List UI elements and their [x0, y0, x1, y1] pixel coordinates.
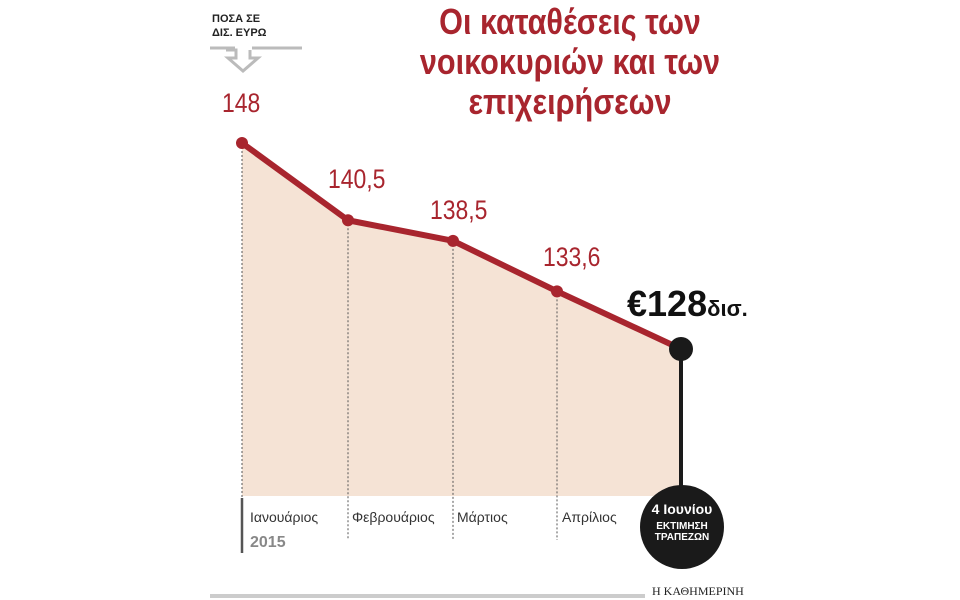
- currency: €: [627, 283, 648, 324]
- final-value: 128: [647, 283, 708, 324]
- data-point-3: [551, 285, 563, 298]
- x-tick-0: Ιανουάριος: [250, 509, 319, 525]
- x-tick-1: Φεβρουάριος: [352, 509, 435, 525]
- final-note-2: ΤΡΑΠΕΖΩΝ: [654, 532, 710, 543]
- data-point-final: [669, 337, 693, 361]
- down-arrow-icon: [210, 46, 302, 73]
- x-tick-2: Μάρτιος: [457, 509, 508, 525]
- value-label-3: 133,6: [543, 242, 601, 272]
- chart-title: Οι καταθέσεις των νοικοκυριών και των επ…: [419, 1, 721, 122]
- unit-line-1: ΠΟΣΑ ΣΕ: [212, 13, 261, 25]
- final-note-1: ΕΚΤΙΜΗΣΗ: [656, 521, 708, 532]
- value-label-2: 138,5: [430, 195, 488, 225]
- data-point-2: [447, 234, 459, 247]
- source-brand: Η ΚΑΘΗΜΕΡΙΝΗ: [652, 584, 744, 598]
- area-fill: [242, 143, 681, 496]
- value-label-1: 140,5: [328, 164, 386, 194]
- final-date: 4 Ιουνίου: [651, 501, 713, 517]
- x-tick-3: Απρίλιος: [562, 509, 617, 525]
- data-point-0: [236, 137, 248, 149]
- year-label: 2015: [250, 534, 286, 551]
- data-point-1: [342, 214, 354, 227]
- unit-line-2: ΔΙΣ. ΕΥΡΩ: [212, 27, 267, 39]
- final-unit: δισ.: [707, 296, 748, 321]
- unit-label: ΠΟΣΑ ΣΕ ΔΙΣ. ΕΥΡΩ: [212, 12, 267, 40]
- final-note-circle: 4 Ιουνίου ΕΚΤΙΜΗΣΗ ΤΡΑΠΕΖΩΝ: [640, 485, 724, 569]
- final-value-label: €128δισ.: [627, 283, 748, 325]
- value-label-0: 148: [222, 88, 261, 118]
